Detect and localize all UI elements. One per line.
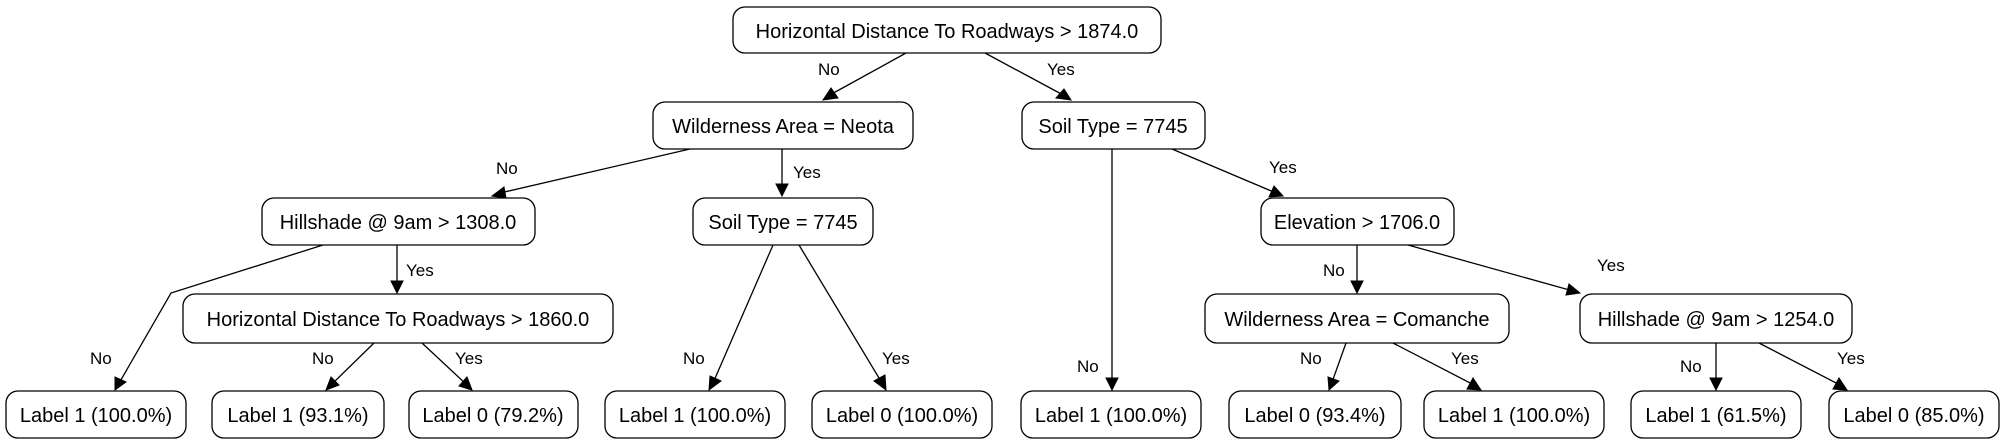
edge-label-elev-no: No (1323, 261, 1345, 280)
edge-label-hs1254-yes: Yes (1837, 349, 1865, 368)
node-soil-right-label: Soil Type = 7745 (1038, 116, 1187, 138)
node-hillshade-1308: Hillshade @ 9am > 1308.0 (261, 197, 536, 246)
leaf-node: Label 1 (61.5%) (1630, 390, 1802, 439)
edge-soilright-no (1105, 149, 1119, 392)
leaf-label: Label 0 (85.0%) (1843, 405, 1984, 427)
edge-label-comanche-no: No (1300, 349, 1322, 368)
edge-label-elev-yes: Yes (1597, 256, 1625, 275)
edge-label-soilright-yes: Yes (1269, 158, 1297, 177)
edge-hs1254-yes (1758, 342, 1848, 391)
edge-neota-yes (775, 149, 789, 198)
leaf-label: Label 1 (61.5%) (1645, 405, 1786, 427)
leaf-label: Label 1 (93.1%) (227, 405, 368, 427)
leaf-label: Label 0 (100.0%) (826, 405, 978, 427)
node-soil-mid-label: Soil Type = 7745 (708, 212, 857, 234)
edge-comanche-no (1327, 342, 1347, 392)
node-wilderness-neota: Wilderness Area = Neota (652, 101, 914, 150)
leaf-label: Label 0 (93.4%) (1244, 405, 1385, 427)
edge-hs1308-no (114, 244, 324, 391)
edge-label-hdr1860-no: No (312, 349, 334, 368)
edge-label-hs1254-no: No (1680, 357, 1702, 376)
leaf-label: Label 1 (100.0%) (1438, 405, 1590, 427)
leaf-label: Label 1 (100.0%) (1035, 405, 1187, 427)
leaf-node: Label 1 (100.0%) (1020, 390, 1202, 439)
edge-hs1254-no (1709, 343, 1723, 392)
node-elevation-label: Elevation > 1706.0 (1274, 212, 1440, 234)
edge-hdr1860-no (325, 342, 375, 391)
edge-comanche-yes (1392, 342, 1482, 391)
node-hdr-1860: Horizontal Distance To Roadways > 1860.0 (182, 293, 614, 344)
leaf-node: Label 0 (79.2%) (408, 390, 579, 439)
edge-soilright-yes (1171, 148, 1285, 198)
leaf-node: Label 1 (100.0%) (1423, 390, 1605, 439)
node-root-label: Horizontal Distance To Roadways > 1874.0 (756, 21, 1139, 43)
edge-label-hs1308-no: No (90, 349, 112, 368)
leaf-node: Label 1 (100.0%) (5, 390, 187, 439)
edge-label-hs1308-yes: Yes (406, 261, 434, 280)
edge-soilmid-yes (798, 244, 887, 392)
node-soil-right: Soil Type = 7745 (1021, 101, 1206, 150)
edge-hdr1860-yes (421, 342, 473, 391)
edge-elev-yes (1407, 244, 1582, 296)
leaf-label: Label 1 (100.0%) (619, 405, 771, 427)
node-hillshade-1254: Hillshade @ 9am > 1254.0 (1579, 293, 1853, 344)
node-hdr-1860-label: Horizontal Distance To Roadways > 1860.0 (207, 309, 590, 331)
node-hillshade-1308-label: Hillshade @ 9am > 1308.0 (280, 212, 517, 234)
node-soil-mid: Soil Type = 7745 (692, 197, 874, 246)
leaf-node: Label 1 (93.1%) (211, 390, 385, 439)
edge-label-soilmid-yes: Yes (882, 349, 910, 368)
node-elevation: Elevation > 1706.0 (1260, 197, 1455, 246)
edge-label-root-no: No (818, 60, 840, 79)
edge-soilmid-no (708, 244, 774, 392)
edge-root-no (821, 52, 907, 101)
leaf-node: Label 1 (100.0%) (604, 390, 786, 439)
node-wilderness-neota-label: Wilderness Area = Neota (672, 116, 895, 138)
leaf-label: Label 1 (100.0%) (20, 405, 172, 427)
edge-root-yes (984, 52, 1072, 101)
leaf-label: Label 0 (79.2%) (422, 405, 563, 427)
node-hillshade-1254-label: Hillshade @ 9am > 1254.0 (1598, 309, 1835, 331)
node-wilderness-comanche: Wilderness Area = Comanche (1204, 293, 1510, 344)
node-root: Horizontal Distance To Roadways > 1874.0 (732, 6, 1162, 54)
edge-label-comanche-yes: Yes (1451, 349, 1479, 368)
edge-hs1308-yes (390, 245, 404, 295)
leaf-node: Label 0 (100.0%) (811, 390, 993, 439)
edge-elev-no (1350, 245, 1364, 295)
edge-label-root-yes: Yes (1047, 60, 1075, 79)
edge-label-neota-yes: Yes (793, 163, 821, 182)
edge-label-neota-no: No (496, 159, 518, 178)
edge-label-soilright-no: No (1077, 357, 1099, 376)
edge-label-hdr1860-yes: Yes (455, 349, 483, 368)
node-wilderness-comanche-label: Wilderness Area = Comanche (1224, 309, 1489, 331)
leaf-node: Label 0 (85.0%) (1828, 390, 2000, 439)
leaf-node: Label 0 (93.4%) (1228, 390, 1402, 439)
edge-label-soilmid-no: No (683, 349, 705, 368)
edge-neota-no (490, 148, 691, 199)
